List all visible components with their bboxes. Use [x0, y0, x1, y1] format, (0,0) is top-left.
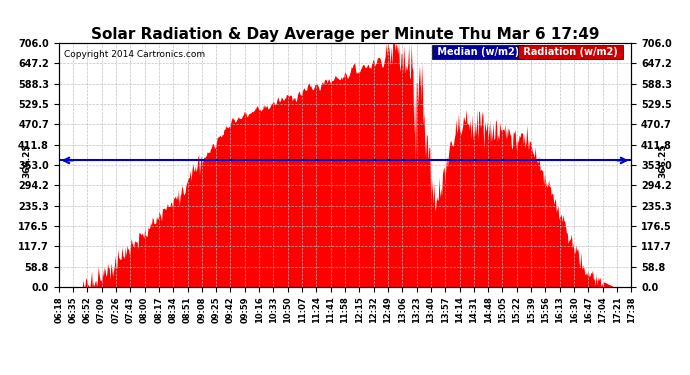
- Text: Copyright 2014 Cartronics.com: Copyright 2014 Cartronics.com: [64, 51, 206, 59]
- Text: 366.25: 366.25: [23, 143, 32, 178]
- Text: 366.25: 366.25: [658, 143, 667, 178]
- Text: Radiation (w/m2): Radiation (w/m2): [520, 47, 621, 57]
- Title: Solar Radiation & Day Average per Minute Thu Mar 6 17:49: Solar Radiation & Day Average per Minute…: [91, 27, 599, 42]
- Text: Median (w/m2): Median (w/m2): [434, 47, 522, 57]
